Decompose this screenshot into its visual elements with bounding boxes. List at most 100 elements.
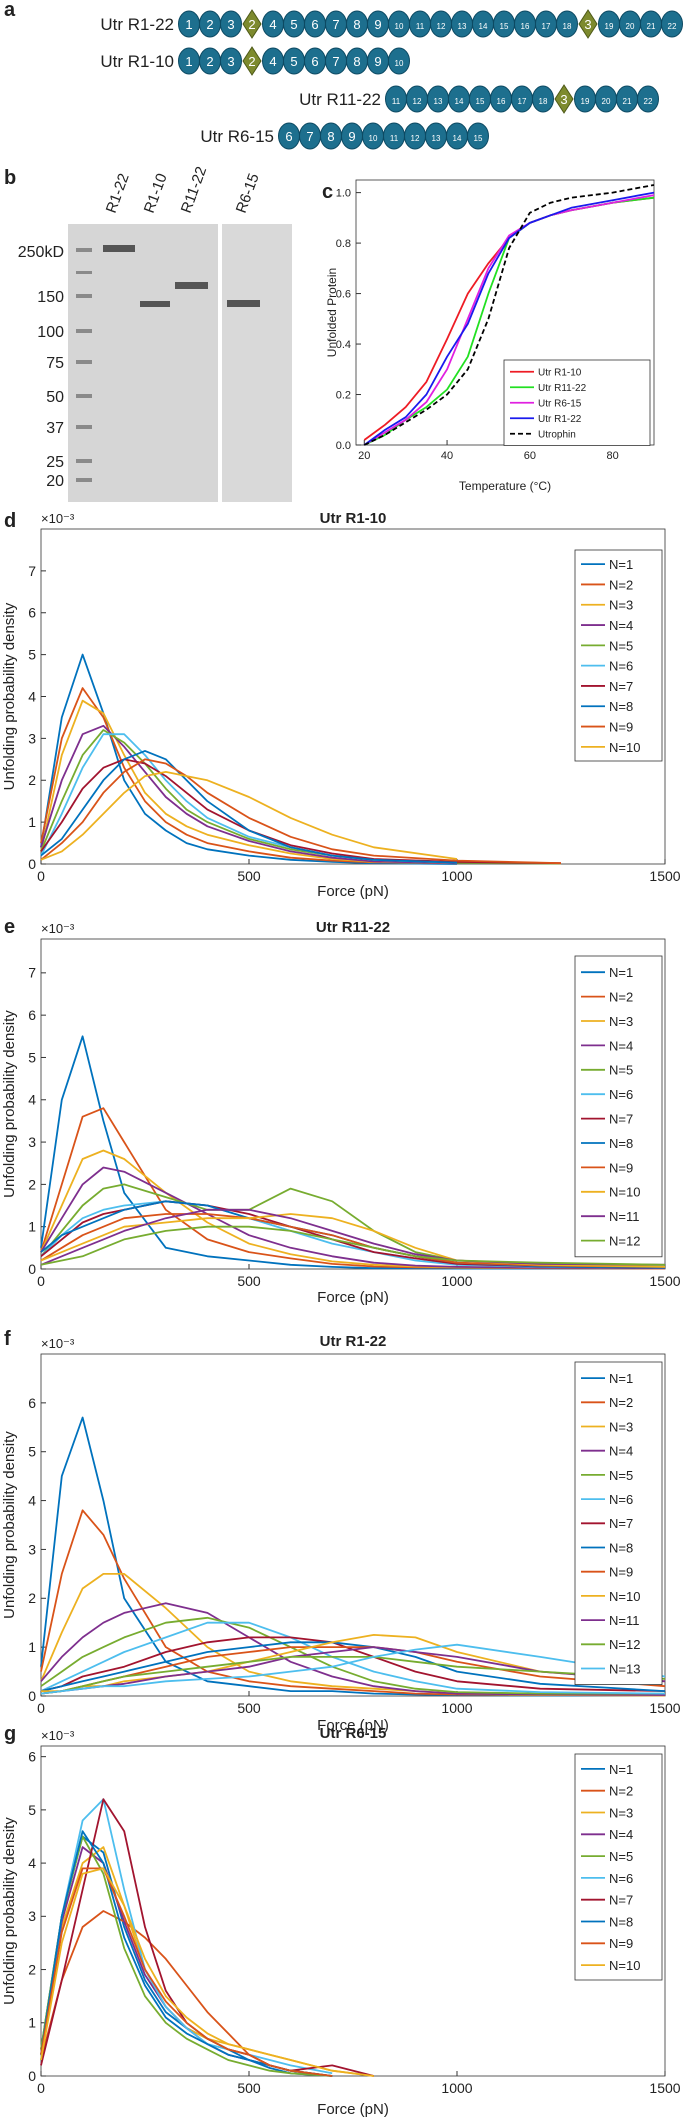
chart-title: Utr R1-22	[320, 1333, 387, 1350]
y-tick-label: 3	[28, 1908, 36, 1924]
chart-title: Utr R11-22	[316, 919, 390, 936]
repeat-label: 8	[353, 17, 360, 32]
legend-label: N=3	[609, 598, 633, 613]
legend-label: N=1	[609, 557, 633, 572]
repeat	[220, 47, 242, 75]
y-tick-label: 6	[28, 1749, 36, 1765]
repeat-label: 1	[185, 17, 192, 32]
repeat-label: 19	[605, 22, 614, 31]
protein-band	[103, 245, 135, 252]
repeat-label: 15	[500, 22, 509, 31]
series-line	[40, 1621, 666, 1695]
y-axis-label: Unfolded Protein	[325, 268, 339, 357]
construct-label: Utr R11-22	[299, 90, 381, 109]
repeat-label: 8	[327, 129, 334, 144]
series-line	[40, 699, 458, 865]
legend-label: Utrophin	[538, 430, 576, 441]
legend-label: N=7	[609, 1516, 633, 1531]
marker-label: 20	[46, 473, 64, 490]
repeat-label: 22	[668, 22, 677, 31]
legend-label: N=7	[609, 679, 633, 694]
x-axis-label: Force (pN)	[317, 1289, 389, 1306]
legend-label: N=10	[609, 1589, 640, 1604]
ladder-band	[76, 394, 92, 398]
y-tick-label: 2	[28, 772, 36, 788]
repeat	[556, 10, 578, 38]
legend-label: N=2	[609, 577, 633, 592]
y-tick-label: 0.2	[336, 389, 351, 401]
repeat-label: 5	[290, 54, 297, 69]
y-tick-label: 0.8	[336, 238, 351, 250]
repeat-label: 21	[623, 97, 632, 106]
marker-label: 100	[37, 324, 64, 341]
legend-label: N=4	[609, 1038, 633, 1053]
repeat-label: 17	[518, 97, 527, 106]
legend-label: N=13	[609, 1661, 640, 1676]
y-tick-label: 0	[28, 1261, 36, 1277]
series-line	[40, 1509, 666, 1697]
legend-box	[574, 1753, 663, 1981]
panel-label: e	[4, 916, 15, 938]
legend-label: N=7	[609, 1112, 633, 1127]
construct-label: Utr R1-22	[100, 15, 174, 34]
repeat-label: 16	[521, 22, 530, 31]
repeat-label: 2	[206, 54, 213, 69]
series-line	[40, 1641, 666, 1692]
x-tick-label: 500	[237, 2080, 261, 2096]
chart: 20 40 60 80 0.0 0.2 0.4 0.6 0.8 1.0 Temperature (°…	[325, 179, 655, 493]
y-tick-label: 1.0	[336, 187, 351, 199]
legend-label: N=10	[609, 740, 640, 755]
x-tick-label: 1500	[649, 1700, 680, 1716]
y-tick-label: 7	[28, 563, 36, 579]
legend-label: N=4	[609, 618, 633, 633]
repeat	[661, 10, 683, 38]
legend-label: N=4	[609, 1444, 633, 1459]
ladder-band	[76, 294, 92, 298]
legend-label: N=2	[609, 1395, 633, 1410]
panel-label: c	[322, 181, 333, 203]
x-tick-label: 0	[37, 1700, 45, 1716]
x-tick-label: 0	[37, 868, 45, 884]
repeat-label: 19	[581, 97, 590, 106]
y-tick-label: 0.6	[336, 288, 351, 300]
series-line	[40, 1835, 333, 2077]
series-line	[40, 758, 562, 865]
y-tick-label: 5	[28, 647, 36, 663]
panel-label: b	[4, 167, 16, 189]
legend-label: N=4	[609, 1827, 633, 1842]
repeat-label: 3	[560, 92, 567, 107]
chart: 0 500 1000 1500 0 1 2 3 4 5 6 Utr R6-15 ×10⁻³ Force (…	[1, 1725, 681, 2118]
repeat-label: 4	[269, 54, 276, 69]
legend-label: N=6	[609, 1087, 633, 1102]
marker-label: 75	[46, 355, 64, 372]
legend-label: Utr R1-22	[538, 414, 582, 425]
ladder-band	[76, 248, 92, 252]
series-line	[40, 1636, 666, 1692]
y-multiplier: ×10⁻³	[41, 1336, 75, 1351]
y-tick-label: 0	[28, 1688, 36, 1704]
series-line	[40, 1166, 666, 1270]
repeat-label: 3	[227, 54, 234, 69]
legend-label: N=9	[609, 719, 633, 734]
y-tick-label: 4	[28, 1855, 36, 1871]
legend-box	[574, 955, 663, 1258]
construct-label: Utr R1-10	[100, 52, 174, 71]
repeat-label: 17	[542, 22, 551, 31]
repeat-label: 14	[479, 22, 488, 31]
legend-label: N=11	[609, 1613, 639, 1628]
marker-label: 25	[46, 454, 64, 471]
legend-label: N=6	[609, 659, 633, 674]
repeat	[220, 10, 242, 38]
repeat	[637, 85, 659, 113]
repeat-label: 14	[453, 134, 462, 143]
legend-label: Utr R11-22	[538, 383, 587, 394]
legend-label: N=8	[609, 1136, 633, 1151]
x-tick-label: 0	[37, 2080, 45, 2096]
y-tick-label: 2	[28, 1961, 36, 1977]
marker-label: 150	[37, 289, 64, 306]
legend-label: N=8	[609, 699, 633, 714]
repeat-label: 7	[306, 129, 313, 144]
ladder-band	[76, 329, 92, 333]
legend-label: N=8	[609, 1914, 633, 1929]
